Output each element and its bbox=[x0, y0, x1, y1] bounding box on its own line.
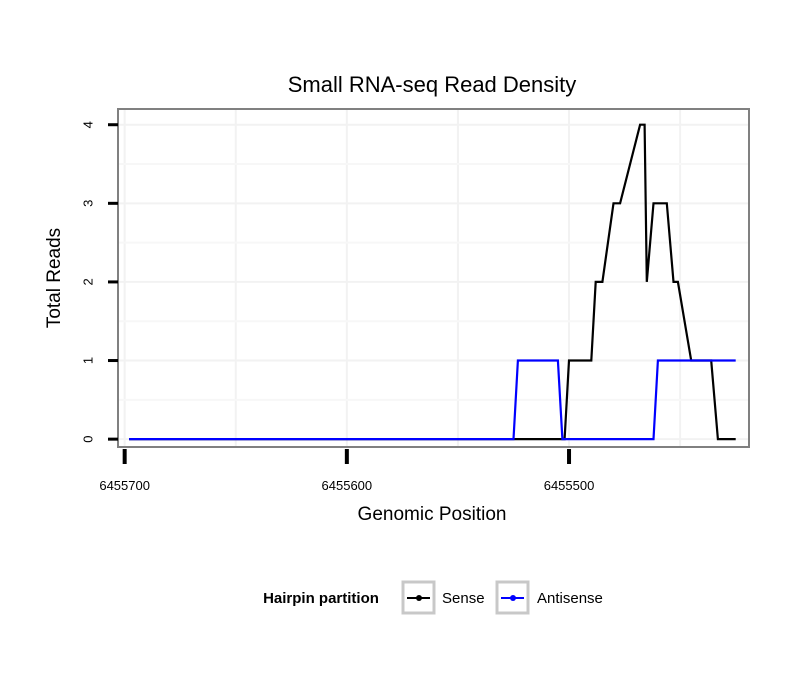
series-line-antisense bbox=[129, 359, 736, 441]
y-tick-label: 3 bbox=[81, 200, 96, 207]
x-tick-label: 6455700 bbox=[99, 478, 150, 493]
legend-label-sense: Sense bbox=[442, 590, 485, 607]
x-axis: 6455700 6455600 6455500 bbox=[99, 449, 594, 493]
legend-title: Hairpin partition bbox=[263, 590, 379, 607]
legend-label-antisense: Antisense bbox=[537, 590, 603, 607]
x-tick-label: 6455600 bbox=[322, 478, 373, 493]
legend-dot-sense bbox=[416, 595, 422, 601]
x-axis-label: Genomic Position bbox=[358, 504, 507, 525]
y-axis: 0 1 2 3 4 bbox=[81, 121, 118, 443]
y-tick-label: 4 bbox=[81, 121, 96, 128]
data-series bbox=[129, 123, 736, 441]
plot-border bbox=[117, 108, 750, 448]
chart-title: Small RNA-seq Read Density bbox=[288, 72, 577, 97]
legend-dot-antisense bbox=[510, 595, 516, 601]
grid bbox=[118, 109, 749, 447]
plot-background bbox=[118, 109, 749, 447]
y-tick-label: 2 bbox=[81, 278, 96, 285]
y-tick-label: 1 bbox=[81, 357, 96, 364]
legend: Hairpin partition Sense Antisense bbox=[263, 580, 603, 615]
y-axis-label: Total Reads bbox=[44, 228, 65, 328]
x-tick-label: 6455500 bbox=[544, 478, 595, 493]
y-tick-label: 0 bbox=[81, 436, 96, 443]
